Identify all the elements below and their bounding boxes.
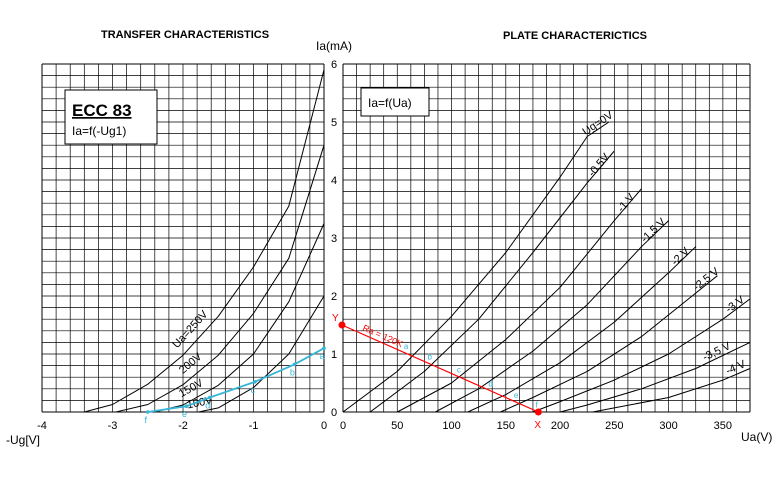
plate-curve-label: -2 V <box>669 245 692 268</box>
y-tick-label: 4 <box>331 175 337 187</box>
plate-x-tick-label: 250 <box>605 420 623 432</box>
transfer-load-point <box>292 362 297 367</box>
plate-load-line <box>341 324 539 413</box>
plate-curve <box>435 220 669 413</box>
plate-x-tick-label: 200 <box>551 420 569 432</box>
plate-legend-frame <box>360 87 430 117</box>
transfer-load-point <box>322 346 326 351</box>
y-tick-label: 1 <box>331 349 337 361</box>
load-line-start-dot <box>338 321 346 329</box>
plate-curve-label: -1 V <box>615 191 638 215</box>
transfer-legend-box: ECC 83 Ia=f(-Ug1) <box>64 89 158 145</box>
transfer-load-point <box>145 410 150 414</box>
transfer-curve <box>84 69 325 413</box>
plate-curve-label: -0,5V <box>586 151 613 179</box>
plate-x-tick-label: 100 <box>442 420 460 432</box>
plate-curve <box>397 188 642 413</box>
y-axis-label: Ia(mA) <box>316 39 352 53</box>
transfer-x-axis-label: -Ug[V] <box>6 433 40 447</box>
plate-curve <box>369 150 615 413</box>
transfer-chart-title: TRANSFER CHARACTERISTICS <box>101 29 269 41</box>
plate-load-point-label: c <box>457 366 461 375</box>
transfer-legend-frame <box>64 89 158 145</box>
transfer-formula: Ia=f(-Ug1) <box>72 124 126 138</box>
plate-load-point-label: b <box>427 353 432 362</box>
plate-curve-label: -1,5 V <box>639 216 669 245</box>
y-tick-label: 3 <box>331 233 337 245</box>
transfer-load-point-label: d <box>205 401 210 411</box>
transfer-load-point-label: f <box>144 415 147 425</box>
transfer-load-point-label: c <box>251 385 256 395</box>
plate-load-point-label: a <box>404 342 409 351</box>
plate-curve <box>532 298 751 413</box>
plate-legend-box: Ia=f(Ua) <box>360 87 430 117</box>
plate-load-point-label: e <box>514 391 519 400</box>
transfer-load-point <box>184 404 189 409</box>
plate-curve <box>559 341 751 413</box>
plate-x-tick-label: 300 <box>659 420 677 432</box>
transfer-curve <box>115 145 325 413</box>
plate-curve-label: -3 V <box>724 293 748 315</box>
plate-curve-label: -3,5 V <box>701 340 733 364</box>
tube-type-label: ECC 83 <box>72 101 132 120</box>
plate-x-tick-label: 350 <box>714 420 732 432</box>
plate-x-axis-label: Ua(V) <box>741 430 772 444</box>
transfer-load-point <box>253 380 257 384</box>
plate-chart-title: PLATE CHARACTERICTICS <box>503 30 647 42</box>
transfer-x-tick-label: -2 <box>178 420 188 432</box>
transfer-x-tick-label: -3 <box>108 420 118 432</box>
transfer-load-point-label: a <box>319 351 324 361</box>
load-line-start-label: Y <box>332 313 339 324</box>
plate-grid <box>342 63 751 413</box>
plate-curve <box>500 275 718 413</box>
transfer-load-point-label: b <box>290 367 295 377</box>
load-line-end-label: X <box>534 420 541 431</box>
transfer-x-tick-label: 0 <box>321 420 327 432</box>
plate-formula: Ia=f(Ua) <box>368 96 412 110</box>
transfer-x-tick-label: -4 <box>37 420 47 432</box>
transfer-curve-label: Ua=250V <box>170 308 210 351</box>
y-tick-label: 6 <box>331 59 337 71</box>
y-tick-label: 0 <box>331 407 337 419</box>
transfer-load-line <box>147 347 325 413</box>
plate-x-tick-label: 50 <box>391 420 403 432</box>
plate-curve <box>342 121 610 413</box>
plate-curve <box>467 246 697 413</box>
plate-load-point-label: f <box>535 400 538 409</box>
transfer-load-point <box>207 395 212 400</box>
transfer-curve <box>154 223 325 413</box>
transfer-curve <box>198 295 325 413</box>
plate-curve <box>592 368 751 413</box>
y-tick-label: 5 <box>331 117 337 129</box>
transfer-load-point-label: e <box>182 409 187 419</box>
y-tick-label: 2 <box>331 291 337 303</box>
plate-x-tick-label: 150 <box>497 420 515 432</box>
plate-load-point-label: d <box>488 380 492 389</box>
transfer-x-tick-label: -1 <box>249 420 259 432</box>
load-line-end-dot <box>534 408 542 416</box>
plate-x-tick-label: 0 <box>340 420 346 432</box>
